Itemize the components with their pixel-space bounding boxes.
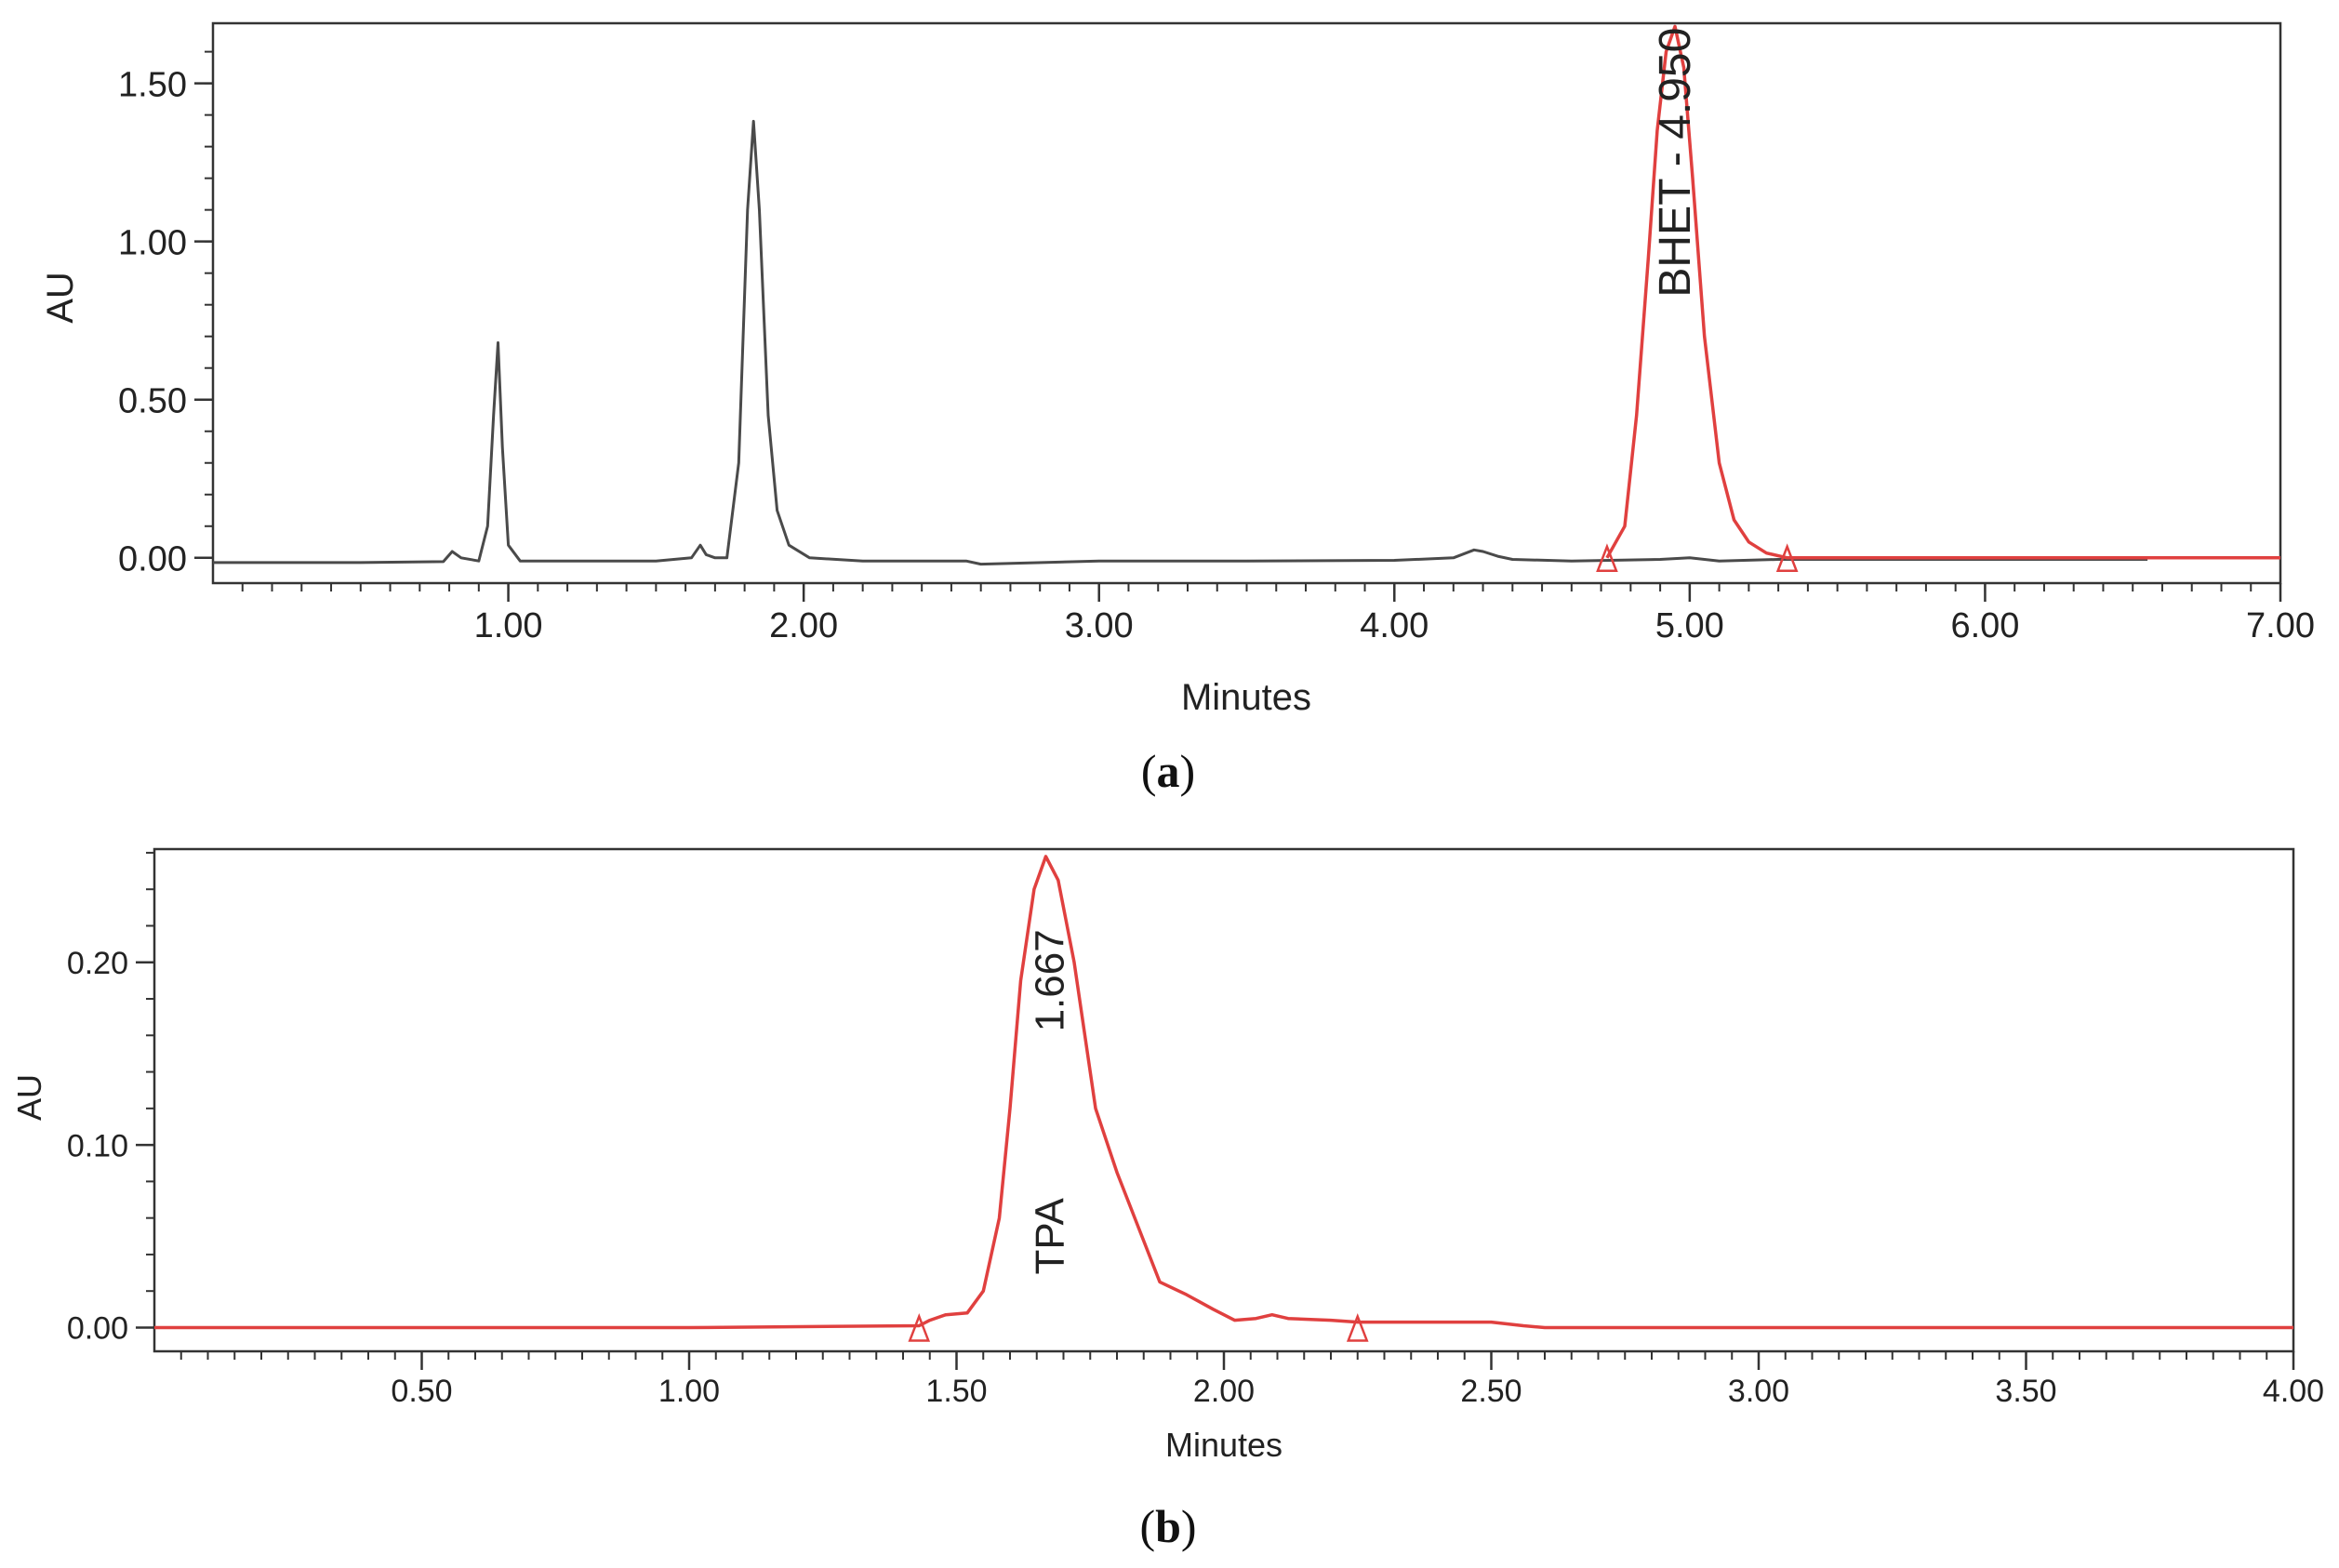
x-tick-label: 5.00 <box>1655 606 1724 645</box>
panel-a-chart: 1.00 2.00 3.00 4.00 5.00 6.00 7.00 0.00 0.50 1.00… <box>40 21 2315 718</box>
panel-a-series <box>213 24 2280 566</box>
x-tick-label: 6.00 <box>1950 606 2019 645</box>
panel-b-series <box>154 855 2293 1330</box>
panel-a-integration-markers <box>1596 543 1799 573</box>
red-trace-line <box>154 855 2293 1330</box>
y-tick-label: 0.00 <box>67 1311 128 1347</box>
x-tick-label: 3.00 <box>1065 606 1134 645</box>
integration-marker <box>1775 543 1799 573</box>
panel-b-plot-frame <box>153 847 2295 1353</box>
panel-b-integration-markers <box>908 1312 1369 1342</box>
x-tick-label: 7.00 <box>2246 606 2315 645</box>
panel-a-caption-letter: a <box>1156 745 1180 797</box>
y-tick-label: 0.20 <box>67 946 128 981</box>
peak-label: BHET - 4.950 <box>1651 28 1700 298</box>
y-tick-label: 0.00 <box>118 539 187 578</box>
y-tick-label: 1.00 <box>118 223 187 262</box>
y-tick-label: 0.10 <box>67 1128 128 1163</box>
panel-b-peak-labels: 1.667 TPA <box>1028 929 1073 1274</box>
x-tick-label: 2.00 <box>1193 1374 1255 1409</box>
panel-a-y-axis-label: AU <box>40 272 81 324</box>
peak-label: TPA <box>1028 1197 1073 1274</box>
panel-a-caption: (a) <box>1140 745 1196 797</box>
y-tick-label: 0.50 <box>118 381 187 420</box>
panel-b-ticks: 0.50 1.00 1.50 2.00 2.50 3.00 3.50 4.00 0.00 0.10… <box>67 851 2324 1409</box>
x-tick-label: 0.50 <box>391 1374 452 1409</box>
x-tick-label: 1.00 <box>474 606 543 645</box>
panel-a-x-axis-label: Minutes <box>1181 677 1311 718</box>
y-tick-label: 1.50 <box>118 65 187 104</box>
peak-label: 1.667 <box>1028 929 1073 1031</box>
panel-a-peak-labels: BHET - 4.950 <box>1651 28 1700 298</box>
x-tick-label: 2.00 <box>769 606 838 645</box>
panel-b-caption: (b) <box>1139 1500 1197 1552</box>
integration-marker <box>1346 1312 1369 1342</box>
integration-marker <box>908 1312 931 1342</box>
panel-a-plot-frame <box>211 21 2282 585</box>
x-tick-label: 3.00 <box>1728 1374 1789 1409</box>
x-tick-label: 4.00 <box>2263 1374 2324 1409</box>
black-trace-line <box>213 119 2148 566</box>
x-tick-label: 1.00 <box>658 1374 720 1409</box>
x-tick-label: 3.50 <box>1995 1374 2056 1409</box>
panel-a-ticks: 1.00 2.00 3.00 4.00 5.00 6.00 7.00 0.00 0.50 1.00… <box>118 50 2315 645</box>
x-tick-label: 1.50 <box>925 1374 987 1409</box>
x-tick-label: 2.50 <box>1460 1374 1522 1409</box>
integration-marker <box>1596 543 1618 573</box>
panel-b-y-axis-label: AU <box>10 1074 48 1121</box>
panel-b-caption-letter: b <box>1155 1500 1181 1552</box>
red-trace-line <box>1605 24 2280 560</box>
panel-b-chart: 0.50 1.00 1.50 2.00 2.50 3.00 3.50 4.00 0.00 0.10… <box>10 847 2324 1464</box>
panel-b-x-axis-label: Minutes <box>1165 1426 1282 1464</box>
x-tick-label: 4.00 <box>1360 606 1429 645</box>
